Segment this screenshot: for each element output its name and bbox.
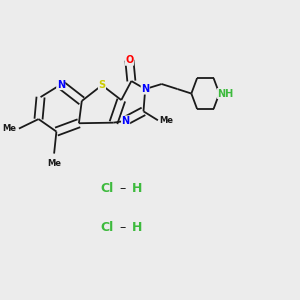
Text: S: S	[98, 80, 106, 90]
Text: –: –	[120, 182, 126, 195]
Text: O: O	[125, 55, 134, 65]
Text: –: –	[120, 221, 126, 234]
Text: N: N	[122, 116, 130, 126]
Text: Me: Me	[47, 159, 61, 168]
Text: Me: Me	[3, 124, 16, 133]
Text: N: N	[57, 80, 65, 90]
Text: N: N	[141, 84, 149, 94]
Text: Cl: Cl	[100, 221, 113, 234]
Text: H: H	[131, 182, 142, 195]
Text: Cl: Cl	[100, 182, 113, 195]
Text: H: H	[131, 221, 142, 234]
Text: NH: NH	[218, 88, 234, 98]
Text: Me: Me	[159, 116, 173, 125]
